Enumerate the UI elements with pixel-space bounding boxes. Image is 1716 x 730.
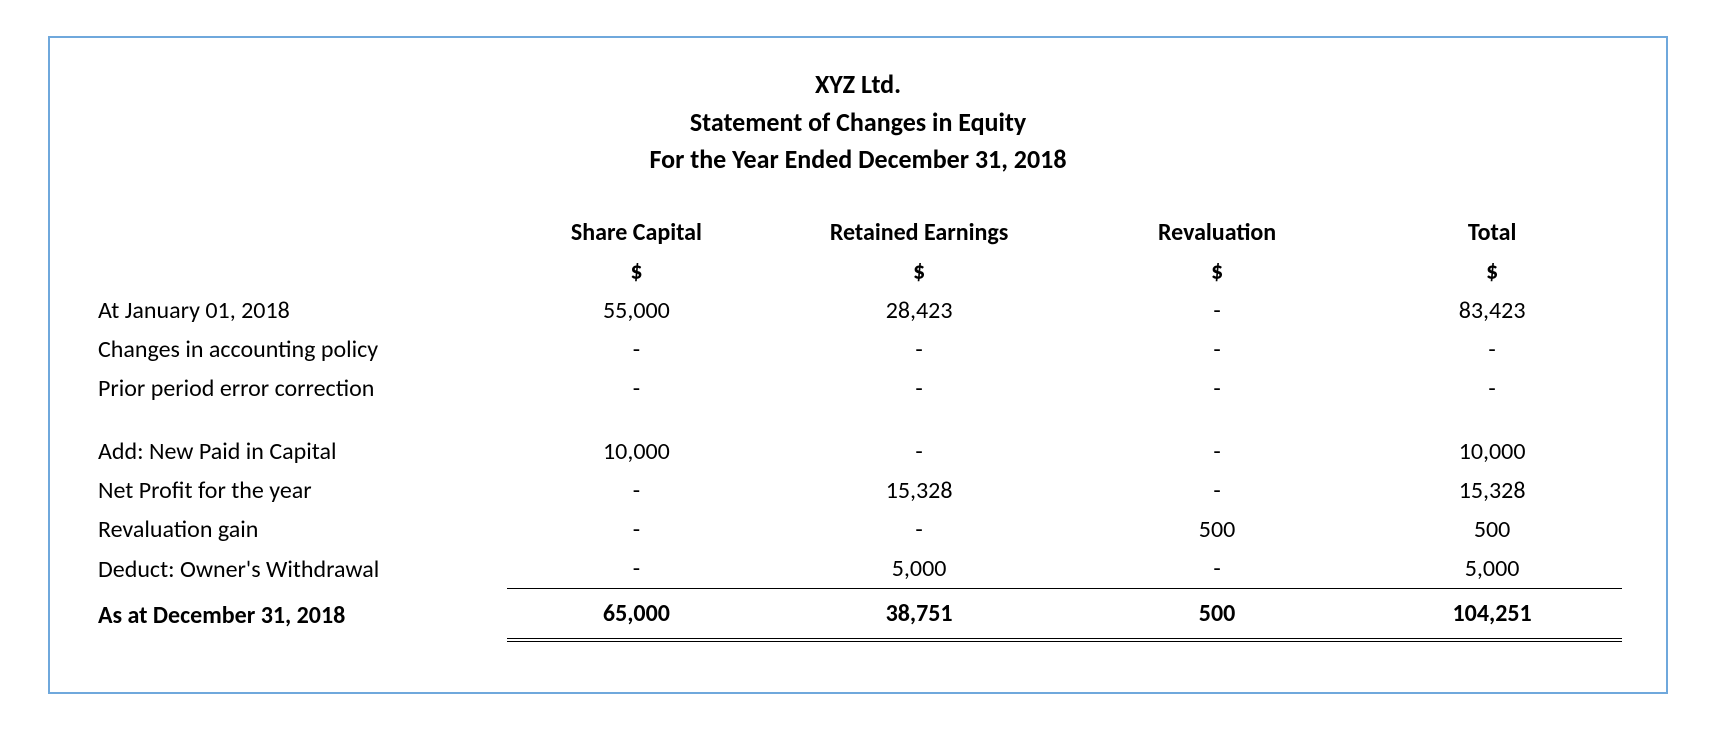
row-label: Deduct: Owner's Withdrawal	[94, 549, 507, 589]
cell-retained-earnings: 15,328	[766, 471, 1072, 510]
cell-retained-earnings: -	[766, 510, 1072, 549]
cell-retained-earnings: 5,000	[766, 549, 1072, 589]
col-header-total: Total	[1362, 213, 1622, 252]
col-header-share-capital: Share Capital	[507, 213, 767, 252]
row-label: Add: New Paid in Capital	[94, 432, 507, 471]
cell-retained-earnings: 28,423	[766, 291, 1072, 330]
table-row: Changes in accounting policy - - - -	[94, 330, 1622, 369]
cell-revaluation: -	[1072, 471, 1362, 510]
row-spacer	[94, 408, 1622, 432]
cell-share-capital: 10,000	[507, 432, 767, 471]
table-unit-row: $ $ $ $	[94, 252, 1622, 291]
equity-table: Share Capital Retained Earnings Revaluat…	[94, 213, 1622, 642]
cell-share-capital: -	[507, 549, 767, 589]
table-row: At January 01, 2018 55,000 28,423 - 83,4…	[94, 291, 1622, 330]
cell-total: 15,328	[1362, 471, 1622, 510]
totals-revaluation: 500	[1072, 589, 1362, 641]
row-label: Prior period error correction	[94, 369, 507, 408]
cell-total: 83,423	[1362, 291, 1622, 330]
cell-revaluation: -	[1072, 330, 1362, 369]
table-header-row: Share Capital Retained Earnings Revaluat…	[94, 213, 1622, 252]
cell-revaluation: -	[1072, 291, 1362, 330]
row-label: Net Profit for the year	[94, 471, 507, 510]
col-header-revaluation: Revaluation	[1072, 213, 1362, 252]
row-label: Changes in accounting policy	[94, 330, 507, 369]
table-row: Add: New Paid in Capital 10,000 - - 10,0…	[94, 432, 1622, 471]
totals-row: As at December 31, 2018 65,000 38,751 50…	[94, 589, 1622, 641]
totals-total: 104,251	[1362, 589, 1622, 641]
cell-share-capital: -	[507, 471, 767, 510]
statement-border: XYZ Ltd. Statement of Changes in Equity …	[48, 36, 1668, 694]
cell-revaluation: -	[1072, 369, 1362, 408]
unit-share-capital: $	[507, 252, 767, 291]
table-row: Prior period error correction - - - -	[94, 369, 1622, 408]
totals-label: As at December 31, 2018	[94, 589, 507, 641]
cell-total: -	[1362, 330, 1622, 369]
cell-total: -	[1362, 369, 1622, 408]
row-label: At January 01, 2018	[94, 291, 507, 330]
cell-retained-earnings: -	[766, 369, 1072, 408]
cell-revaluation: -	[1072, 432, 1362, 471]
page-frame: XYZ Ltd. Statement of Changes in Equity …	[0, 0, 1716, 730]
unit-revaluation: $	[1072, 252, 1362, 291]
cell-share-capital: -	[507, 369, 767, 408]
unit-blank	[94, 252, 507, 291]
row-label: Revaluation gain	[94, 510, 507, 549]
cell-share-capital: -	[507, 510, 767, 549]
totals-share-capital: 65,000	[507, 589, 767, 641]
cell-retained-earnings: -	[766, 432, 1072, 471]
unit-retained-earnings: $	[766, 252, 1072, 291]
cell-retained-earnings: -	[766, 330, 1072, 369]
col-header-retained-earnings: Retained Earnings	[766, 213, 1072, 252]
cell-share-capital: 55,000	[507, 291, 767, 330]
cell-share-capital: -	[507, 330, 767, 369]
statement-title: Statement of Changes in Equity	[94, 104, 1622, 142]
totals-retained-earnings: 38,751	[766, 589, 1072, 641]
cell-total: 5,000	[1362, 549, 1622, 589]
col-header-blank	[94, 213, 507, 252]
company-name: XYZ Ltd.	[94, 66, 1622, 104]
statement-header: XYZ Ltd. Statement of Changes in Equity …	[94, 66, 1622, 179]
table-row: Net Profit for the year - 15,328 - 15,32…	[94, 471, 1622, 510]
table-row: Revaluation gain - - 500 500	[94, 510, 1622, 549]
statement-period: For the Year Ended December 31, 2018	[94, 141, 1622, 179]
table-row: Deduct: Owner's Withdrawal - 5,000 - 5,0…	[94, 549, 1622, 589]
cell-total: 500	[1362, 510, 1622, 549]
cell-total: 10,000	[1362, 432, 1622, 471]
cell-revaluation: 500	[1072, 510, 1362, 549]
unit-total: $	[1362, 252, 1622, 291]
cell-revaluation: -	[1072, 549, 1362, 589]
